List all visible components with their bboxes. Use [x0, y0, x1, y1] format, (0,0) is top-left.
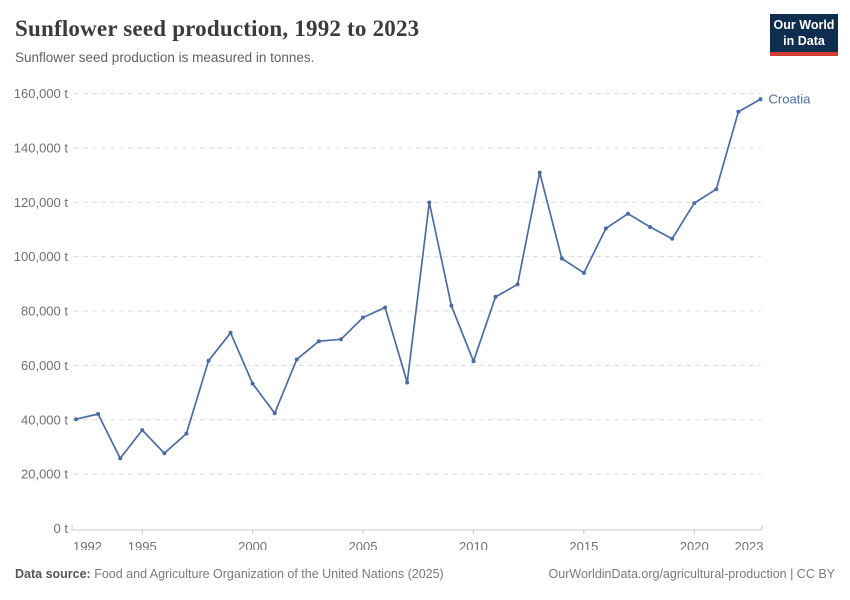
data-source-label: Data source: [15, 567, 91, 581]
svg-text:2000: 2000 [238, 539, 267, 550]
owid-logo-line2: in Data [783, 34, 825, 48]
svg-text:1992: 1992 [73, 539, 102, 550]
svg-text:140,000 t: 140,000 t [14, 140, 69, 155]
svg-text:2005: 2005 [349, 539, 378, 550]
data-source-text: Food and Agriculture Organization of the… [90, 567, 444, 581]
owid-logo-line1: Our World [773, 18, 835, 32]
svg-text:1995: 1995 [128, 539, 157, 550]
entity-label-croatia: Croatia [769, 92, 812, 107]
svg-text:40,000 t: 40,000 t [21, 412, 68, 427]
line-chart[interactable]: 0 t 20,000 t 40,000 t 60,000 t 80,000 t 100,0… [0, 80, 850, 550]
svg-text:2015: 2015 [569, 539, 598, 550]
data-source-note: Data source: Food and Agriculture Organi… [15, 567, 444, 581]
svg-text:100,000 t: 100,000 t [14, 249, 69, 264]
page-title: Sunflower seed production, 1992 to 2023 [15, 16, 420, 41]
svg-text:2023: 2023 [735, 539, 764, 550]
chart-footer: Data source: Food and Agriculture Organi… [15, 567, 835, 581]
svg-text:2020: 2020 [680, 539, 709, 550]
svg-text:2010: 2010 [459, 539, 488, 550]
footer-link[interactable]: OurWorldinData.org/agricultural-producti… [548, 567, 835, 581]
svg-text:160,000 t: 160,000 t [14, 86, 69, 101]
svg-text:120,000 t: 120,000 t [14, 195, 69, 210]
svg-text:20,000 t: 20,000 t [21, 467, 68, 482]
svg-text:60,000 t: 60,000 t [21, 358, 68, 373]
owid-logo[interactable]: Our World in Data [770, 14, 838, 56]
svg-text:0 t: 0 t [54, 521, 69, 536]
svg-text:80,000 t: 80,000 t [21, 304, 68, 319]
chart-subtitle: Sunflower seed production is measured in… [15, 50, 315, 65]
